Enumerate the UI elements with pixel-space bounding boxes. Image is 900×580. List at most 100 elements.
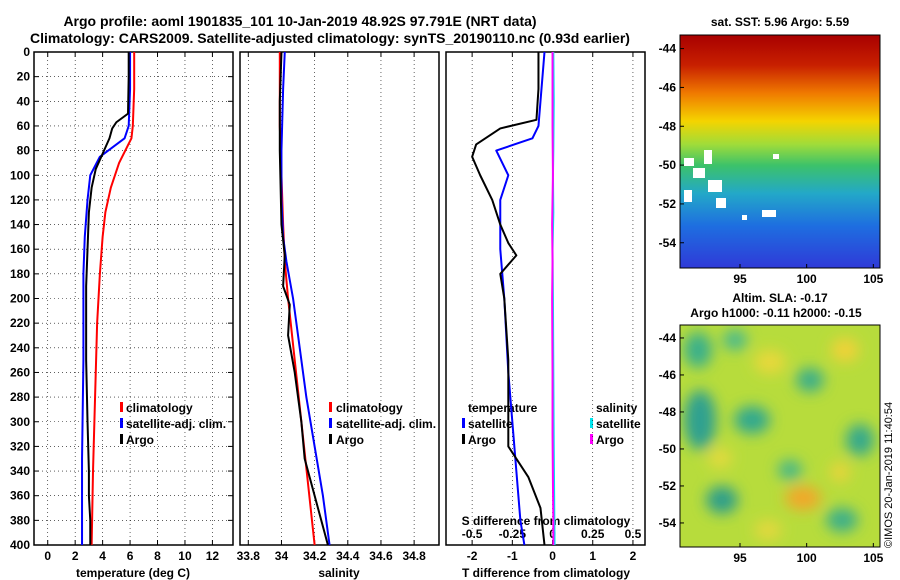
sla-low xyxy=(734,406,770,434)
sst-gap xyxy=(708,180,722,192)
legend-label-t-argo: Argo xyxy=(468,433,496,447)
sst-gap xyxy=(773,154,779,159)
legend-swatch-argo xyxy=(120,434,123,444)
x-tick-label: 34 xyxy=(275,549,289,563)
map-y-tick-label: -52 xyxy=(659,197,677,211)
sla-map-frame xyxy=(679,324,881,548)
sst-gap xyxy=(762,210,776,217)
y-tick-label: 40 xyxy=(17,94,31,108)
map-y-tick-label: -46 xyxy=(659,368,677,382)
map-y-tick-label: -44 xyxy=(659,331,677,345)
sst-gap xyxy=(742,215,747,220)
series-line-climatology xyxy=(90,52,136,546)
series-line-t-argo xyxy=(471,52,546,546)
legend-label-satellite: satellite-adj. clim. xyxy=(126,417,226,431)
temperature-xlabel: temperature (deg C) xyxy=(76,566,190,580)
x-tick-label: 0 xyxy=(44,549,51,563)
map-y-tick-label: -54 xyxy=(659,236,677,250)
map-y-tick-label: -50 xyxy=(659,442,677,456)
y-tick-label: 0 xyxy=(23,45,30,59)
s-tick-label: 0.25 xyxy=(581,527,605,541)
x-tick-label: 2 xyxy=(630,549,637,563)
legend-label-climatology: climatology xyxy=(126,401,193,415)
y-tick-label: 140 xyxy=(10,218,30,232)
sst-map-frame xyxy=(679,34,881,269)
legend-title-temperature: temperature xyxy=(468,401,538,415)
legend-swatch-t-satellite xyxy=(462,418,465,428)
y-tick-label: 80 xyxy=(17,144,31,158)
y-tick-label: 320 xyxy=(10,439,30,453)
series-line-climatology xyxy=(278,52,316,546)
legend-swatch-t-argo xyxy=(462,434,465,444)
s-tick-label: -0.25 xyxy=(499,527,527,541)
y-tick-label: 200 xyxy=(10,292,30,306)
legend-swatch-s-satellite xyxy=(590,418,593,428)
y-tick-label: 160 xyxy=(10,242,30,256)
sst-map: sat. SST: 5.96 Argo: 5.59 xyxy=(679,15,881,269)
salinity-panel-frame xyxy=(239,51,440,546)
sla-low xyxy=(846,424,874,456)
legend-swatch-satellite xyxy=(120,418,123,428)
chart-marks: 0204060801001201401601802002202402602803… xyxy=(10,42,884,565)
legend-swatch-climatology xyxy=(329,402,332,412)
sla-map-subtitle: Argo h1000: -0.11 h2000: -0.15 xyxy=(690,306,862,320)
sla-low xyxy=(723,330,747,350)
legend-label-t-satellite: satellite xyxy=(468,417,513,431)
y-tick-label: 220 xyxy=(10,316,30,330)
legend-label-argo: Argo xyxy=(336,433,364,447)
sla-map-title: Altim. SLA: -0.17 xyxy=(732,291,828,305)
sla-high xyxy=(831,338,859,362)
x-tick-label: 1 xyxy=(589,549,596,563)
map-x-tick-label: 95 xyxy=(733,272,747,286)
sla-high xyxy=(708,448,732,468)
sst-gap xyxy=(693,168,705,178)
difference-legend: temperature satellite Argo salinity sate… xyxy=(462,401,641,447)
map-y-tick-label: -46 xyxy=(659,80,677,94)
x-tick-label: -1 xyxy=(507,549,518,563)
map-y-tick-label: -44 xyxy=(659,42,677,56)
sla-high xyxy=(830,462,850,482)
sst-gap xyxy=(704,150,712,164)
difference-panel-frame xyxy=(445,51,646,546)
sla-high xyxy=(754,350,786,374)
sla-low xyxy=(796,368,824,392)
legend-label-climatology: climatology xyxy=(336,401,403,415)
y-tick-label: 60 xyxy=(17,119,31,133)
watermark: ©IMOS 20-Jan-2019 11:40:54 xyxy=(883,402,895,548)
x-tick-label: 34.6 xyxy=(369,549,393,563)
difference-xlabel: T difference from climatology xyxy=(462,566,630,580)
sst-map-field xyxy=(680,35,880,268)
map-y-tick-label: -48 xyxy=(659,119,677,133)
y-tick-label: 180 xyxy=(10,267,30,281)
legend-swatch-s-argo xyxy=(590,434,593,444)
series-line-argo xyxy=(278,51,329,546)
sla-low xyxy=(684,332,712,368)
x-tick-label: 4 xyxy=(99,549,106,563)
legend-label-argo: Argo xyxy=(126,433,154,447)
series-line-s-argo xyxy=(551,52,555,545)
y-tick-label: 20 xyxy=(17,70,31,84)
x-tick-label: 10 xyxy=(178,549,192,563)
y-tick-label: 380 xyxy=(10,513,30,527)
x-tick-label: 0 xyxy=(549,549,556,563)
x-tick-label: 34.2 xyxy=(303,549,327,563)
map-y-tick-label: -50 xyxy=(659,158,677,172)
sst-gap xyxy=(684,158,694,166)
sst-land-gaps xyxy=(684,150,779,220)
legend-label-satellite: satellite-adj. clim. xyxy=(336,417,436,431)
sla-high xyxy=(754,520,782,540)
y-tick-label: 400 xyxy=(10,538,30,552)
sla-low xyxy=(778,460,802,480)
sla-low xyxy=(826,508,858,532)
map-x-tick-label: 100 xyxy=(797,272,817,286)
map-x-tick-label: 95 xyxy=(733,551,747,565)
legend-label-s-argo: Argo xyxy=(596,433,624,447)
x-tick-label: 12 xyxy=(206,549,220,563)
salinity-legend: climatology satellite-adj. clim. Argo xyxy=(329,401,436,447)
series-line-satellite-adj-clim- xyxy=(81,52,132,545)
temperature-legend: climatology satellite-adj. clim. Argo xyxy=(120,401,226,447)
legend-label-s-satellite: satellite xyxy=(596,417,641,431)
x-tick-label: -2 xyxy=(467,549,478,563)
legend-swatch-argo xyxy=(329,434,332,444)
